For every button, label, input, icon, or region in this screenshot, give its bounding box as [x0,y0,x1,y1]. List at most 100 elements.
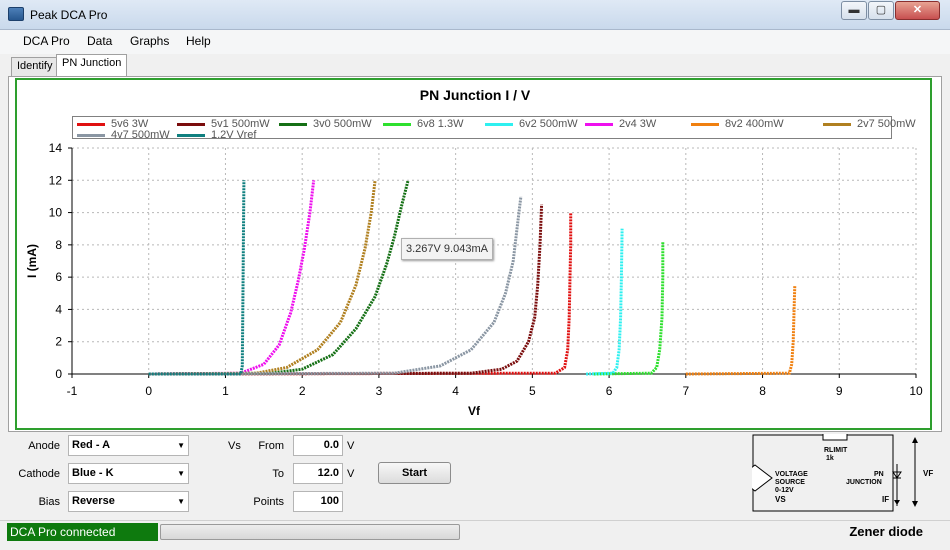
status-bar: DCA Pro connected Zener diode [0,520,950,550]
tab-identify[interactable]: Identify [11,57,59,76]
x-tick-label: 2 [299,384,306,398]
series-line [148,196,523,376]
y-tick-label: 2 [55,335,62,349]
x-tick-label: 10 [909,384,923,398]
close-button[interactable]: ✕ [895,1,940,20]
legend-swatch [77,134,105,137]
legend-label: 6v2 500mW [519,118,578,130]
legend-swatch [279,123,307,126]
series-line [148,204,544,376]
chart-legend: 5v6 3W 5v1 500mW 3v0 500mW 6v8 1.3W 6v2 500m… [72,116,916,141]
menu-graphs[interactable]: Graphs [130,34,170,48]
tab-pn-junction[interactable]: PN Junction [56,54,128,76]
legend-label: 1.2V Vref [211,129,257,141]
y-tick-label: 12 [49,173,63,187]
legend-label: 5v6 3W [111,118,149,130]
x-tick-label: 4 [452,384,459,398]
progress-bar [160,524,460,540]
if-text: IF [882,495,889,504]
diode-symbol [892,471,902,479]
menu-dca-pro[interactable]: DCA Pro [23,34,70,48]
x-tick-label: 0 [145,384,152,398]
series-line [593,241,665,376]
window-title: Peak DCA Pro [30,8,108,22]
legend-swatch [177,123,205,126]
points-label: Points [253,496,284,508]
legend-label: 2v4 3W [619,118,657,130]
to-voltage-input[interactable]: 12.0 [293,463,343,484]
legend-swatch [485,123,513,126]
anode-value: Red - A [72,439,111,451]
y-tick-label: 0 [55,367,62,381]
menu-data[interactable]: Data [87,34,113,48]
legend-swatch [691,123,719,126]
x-tick-label: 3 [376,384,383,398]
legend-label: 5v1 500mW [211,118,270,130]
points-input[interactable]: 100 [293,491,343,512]
bias-value: Reverse [72,495,115,507]
anode-select[interactable]: Red - A ▼ [68,435,189,456]
legend-swatch [383,123,411,126]
x-tick-label: 6 [606,384,613,398]
source-line1: VOLTAGE [775,471,808,478]
cathode-select[interactable]: Blue - K ▼ [68,463,189,484]
cathode-value: Blue - K [72,467,114,479]
chevron-down-icon: ▼ [177,497,185,506]
legend-swatch [177,134,205,137]
chevron-down-icon: ▼ [177,441,185,450]
legend-swatch [823,123,851,126]
vs-text: VS [775,495,786,504]
title-bar: Peak DCA Pro ▬ ▢ ✕ [0,0,950,30]
chart-title: PN Junction I / V [419,87,531,103]
legend-label: 6v8 1.3W [417,118,464,130]
from-voltage-input[interactable]: 0.0 [293,435,343,456]
x-tick-label: -1 [67,384,78,398]
component-type: Zener diode [849,524,923,539]
source-line2: SOURCE [775,479,805,486]
y-tick-label: 6 [55,270,62,284]
junction-line1: PN [874,471,884,478]
voltage-arrow-down [912,501,918,507]
start-button[interactable]: Start [378,462,451,484]
x-tick-label: 9 [836,384,843,398]
vs-label: Vs [228,440,241,452]
series-line [148,179,410,376]
y-tick-label: 14 [49,141,63,155]
minimize-button[interactable]: ▬ [841,1,867,20]
series-line [148,180,316,376]
series-line [148,180,377,376]
x-tick-label: 8 [759,384,766,398]
menu-bar: DCA Pro Data Graphs Help [0,30,950,54]
series-line [685,285,797,376]
y-tick-label: 4 [55,302,62,316]
voltage-source-symbol [752,464,773,492]
current-arrow [894,500,900,505]
series-line [148,212,573,376]
menu-help[interactable]: Help [186,34,211,48]
rlimit-text: RLIMIT [824,447,848,454]
legend-swatch [585,123,613,126]
app-icon [8,7,24,21]
x-tick-label: 1 [222,384,229,398]
legend-label: 3v0 500mW [313,118,372,130]
x-axis-label: Vf [468,404,481,418]
chevron-down-icon: ▼ [177,469,185,478]
x-tick-label: 5 [529,384,536,398]
series-line [148,180,246,376]
legend-label: 2v7 500mW [857,118,916,130]
from-label: From [258,440,284,452]
bias-label: Bias [38,496,60,508]
resistor-symbol [822,434,848,441]
voltage-arrow-up [912,437,918,443]
legend-label: 8v2 400mW [725,118,784,130]
source-line3: 0-12V [775,487,794,494]
vf-text: VF [923,469,933,478]
bias-select[interactable]: Reverse ▼ [68,491,189,512]
to-unit: V [347,468,355,480]
junction-line2: JUNCTION [846,479,882,486]
maximize-button[interactable]: ▢ [868,1,894,20]
y-tick-label: 10 [49,206,63,220]
data-point-tooltip: 3.267V 9.043mA [401,238,493,260]
to-label: To [272,468,284,480]
